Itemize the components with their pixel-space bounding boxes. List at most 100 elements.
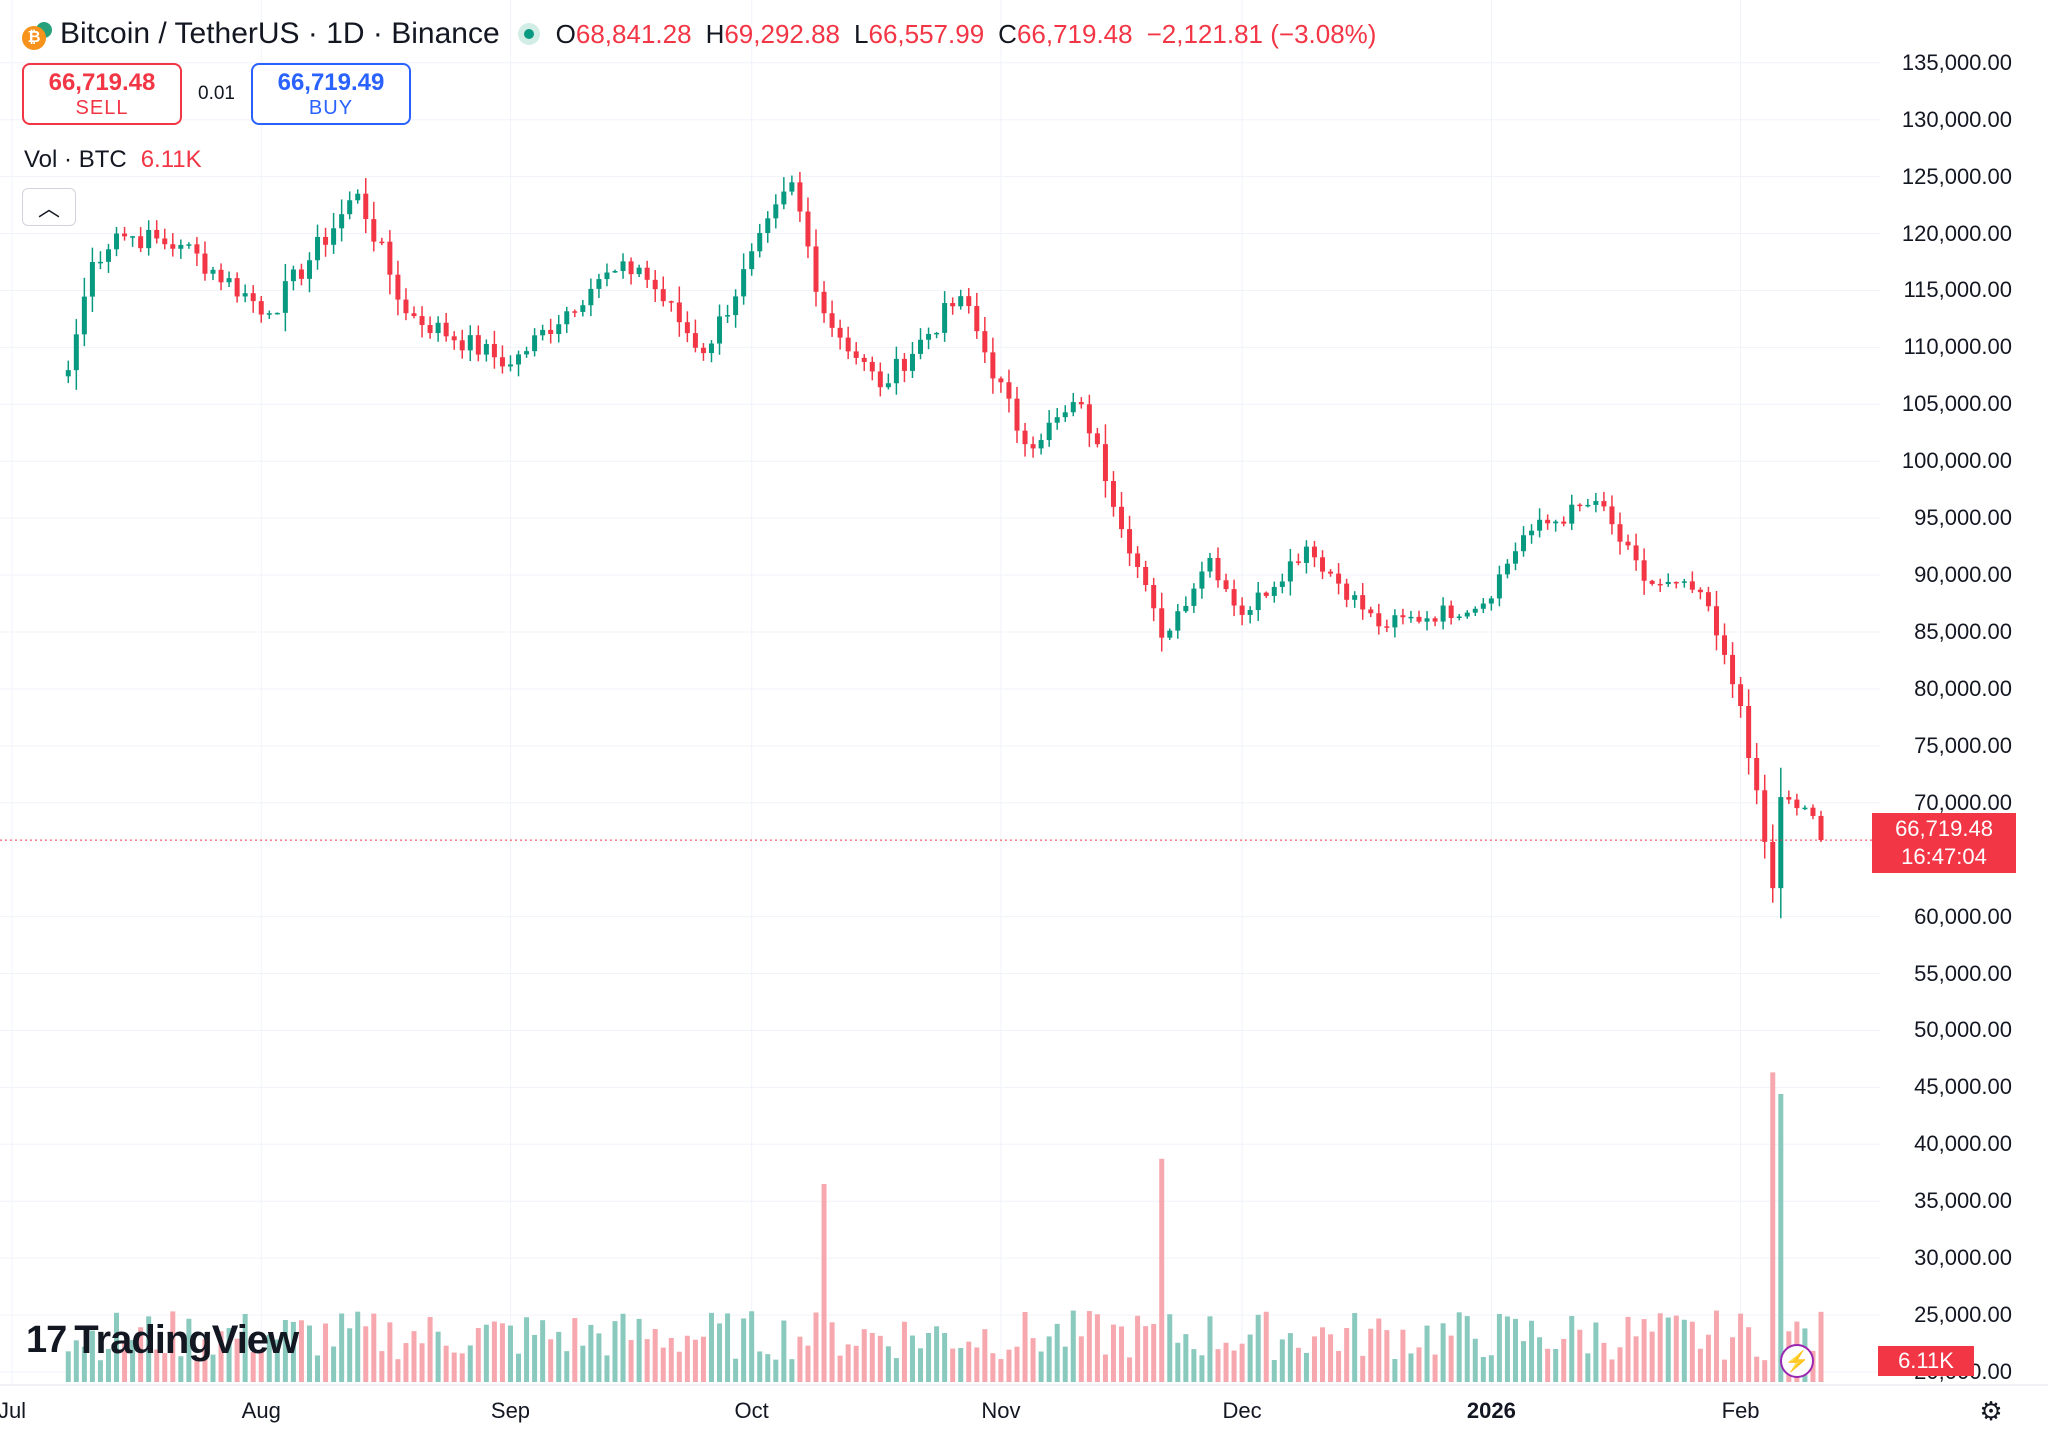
- volume-bar: [1585, 1353, 1591, 1382]
- tradingview-mark-icon: 17: [26, 1319, 67, 1361]
- volume-value-tag: 6.11K: [1878, 1346, 1974, 1376]
- volume-legend[interactable]: Vol · BTC 6.11K: [24, 146, 202, 174]
- tradingview-logo[interactable]: 17 TradingView: [26, 1318, 299, 1363]
- volume-bar: [435, 1331, 441, 1382]
- candle-body: [89, 262, 95, 297]
- candle-body: [73, 334, 79, 371]
- volume-bar: [1006, 1349, 1012, 1382]
- ohlc-values: O68,841.28 H69,292.88 L66,557.99 C66,719…: [556, 19, 1377, 50]
- volume-bar: [1464, 1316, 1470, 1382]
- volume-bar: [507, 1325, 513, 1382]
- volume-bar: [668, 1337, 674, 1382]
- volume-bar: [234, 1338, 240, 1382]
- volume-bar: [676, 1351, 682, 1382]
- volume-bar: [1038, 1351, 1044, 1382]
- candle-body: [1239, 605, 1245, 615]
- candle-body: [1730, 654, 1736, 685]
- volume-bar: [1086, 1311, 1092, 1382]
- volume-bar: [540, 1320, 546, 1382]
- candle-body: [1496, 574, 1502, 599]
- candle-body: [290, 269, 296, 282]
- symbol-title[interactable]: Bitcoin / TetherUS · 1D · Binance: [60, 17, 500, 50]
- volume-bar: [467, 1345, 473, 1382]
- candle-body: [1151, 585, 1157, 609]
- volume-bar: [427, 1316, 433, 1382]
- candle-body: [1159, 608, 1165, 638]
- volume-bar: [1408, 1353, 1414, 1382]
- volume-bar: [1504, 1316, 1510, 1382]
- volume-bar: [1167, 1314, 1173, 1382]
- candle-body: [331, 228, 337, 245]
- price-axis[interactable]: 135,000.00 130,000.00 125,000.00 120,000.00…: [1842, 0, 2012, 1400]
- volume-bar: [700, 1336, 706, 1382]
- volume-bar: [1705, 1334, 1711, 1382]
- volume-bar: [1633, 1336, 1639, 1382]
- candle-body: [154, 229, 160, 239]
- volume-bar: [1770, 1072, 1776, 1382]
- candle-body: [805, 211, 811, 247]
- candle-body: [668, 301, 674, 303]
- collapse-legend-button[interactable]: ︿: [22, 188, 76, 226]
- candle-body: [1705, 592, 1711, 607]
- candle-body: [628, 261, 634, 275]
- candle-body: [1625, 541, 1631, 546]
- volume-bar: [202, 1339, 208, 1382]
- volume-bar: [1215, 1349, 1221, 1382]
- candle-body: [1778, 797, 1784, 889]
- candle-body: [1054, 417, 1060, 423]
- candle-body: [379, 241, 385, 244]
- candle-body: [258, 301, 264, 315]
- order-quantity[interactable]: 0.01: [198, 83, 235, 104]
- lightning-icon[interactable]: ⚡: [1780, 1344, 1814, 1378]
- candle-body: [660, 289, 666, 302]
- chart-settings-icon[interactable]: ⚙: [1979, 1396, 2003, 1426]
- volume-bar: [1295, 1347, 1301, 1382]
- volume-bar: [274, 1339, 280, 1382]
- volume-bar: [901, 1321, 907, 1382]
- candle-body: [1271, 586, 1277, 596]
- candle-body: [202, 253, 208, 274]
- candle-body: [451, 336, 457, 341]
- time-axis-label: Feb: [1721, 1398, 1760, 1423]
- volume-bar: [982, 1329, 988, 1382]
- market-open-indicator[interactable]: [517, 23, 540, 45]
- volume-bar: [186, 1318, 192, 1382]
- volume-bar: [757, 1351, 763, 1382]
- price-change: −2,121.81 (−3.08%): [1146, 18, 1377, 49]
- open-key: O: [555, 18, 576, 49]
- buy-button[interactable]: 66,719.49 BUY: [250, 63, 411, 125]
- price-axis-label: 90,000.00: [1914, 562, 2012, 588]
- volume-bar: [1456, 1312, 1462, 1382]
- volume-bar: [1593, 1322, 1599, 1382]
- price-axis-label: 85,000.00: [1914, 619, 2012, 644]
- time-axis-label: Oct: [734, 1398, 769, 1423]
- candle-body: [885, 383, 891, 388]
- volume-bar: [387, 1322, 393, 1382]
- candle-body: [1247, 610, 1253, 615]
- last-price-value: 66,719.48: [1895, 816, 1993, 841]
- volume-bar: [789, 1359, 795, 1382]
- candle-body: [1545, 519, 1551, 524]
- price-axis-label: 45,000.00: [1914, 1074, 2012, 1100]
- candle-body: [371, 219, 377, 242]
- volume-bar: [1673, 1315, 1679, 1382]
- candle-body: [186, 244, 192, 246]
- candle-body: [524, 351, 530, 355]
- volume-bar: [1135, 1315, 1141, 1382]
- candle-body: [934, 332, 940, 335]
- candle-body: [1295, 561, 1301, 563]
- volume-bar: [1247, 1334, 1253, 1382]
- volume-bar: [644, 1339, 650, 1382]
- volume-bar: [958, 1347, 964, 1382]
- price-axis-label: 120,000.00: [1901, 220, 2012, 246]
- volume-bar: [1480, 1357, 1486, 1382]
- volume-bar: [475, 1328, 481, 1382]
- price-axis-label: 105,000.00: [1901, 391, 2012, 417]
- sell-price: 66,719.48: [48, 68, 156, 96]
- sell-button[interactable]: 66,719.48 SELL: [22, 63, 182, 125]
- volume-bar: [1336, 1350, 1342, 1382]
- volume-bar: [998, 1359, 1004, 1382]
- candle-body: [1649, 580, 1655, 584]
- volume-bar: [1649, 1331, 1655, 1382]
